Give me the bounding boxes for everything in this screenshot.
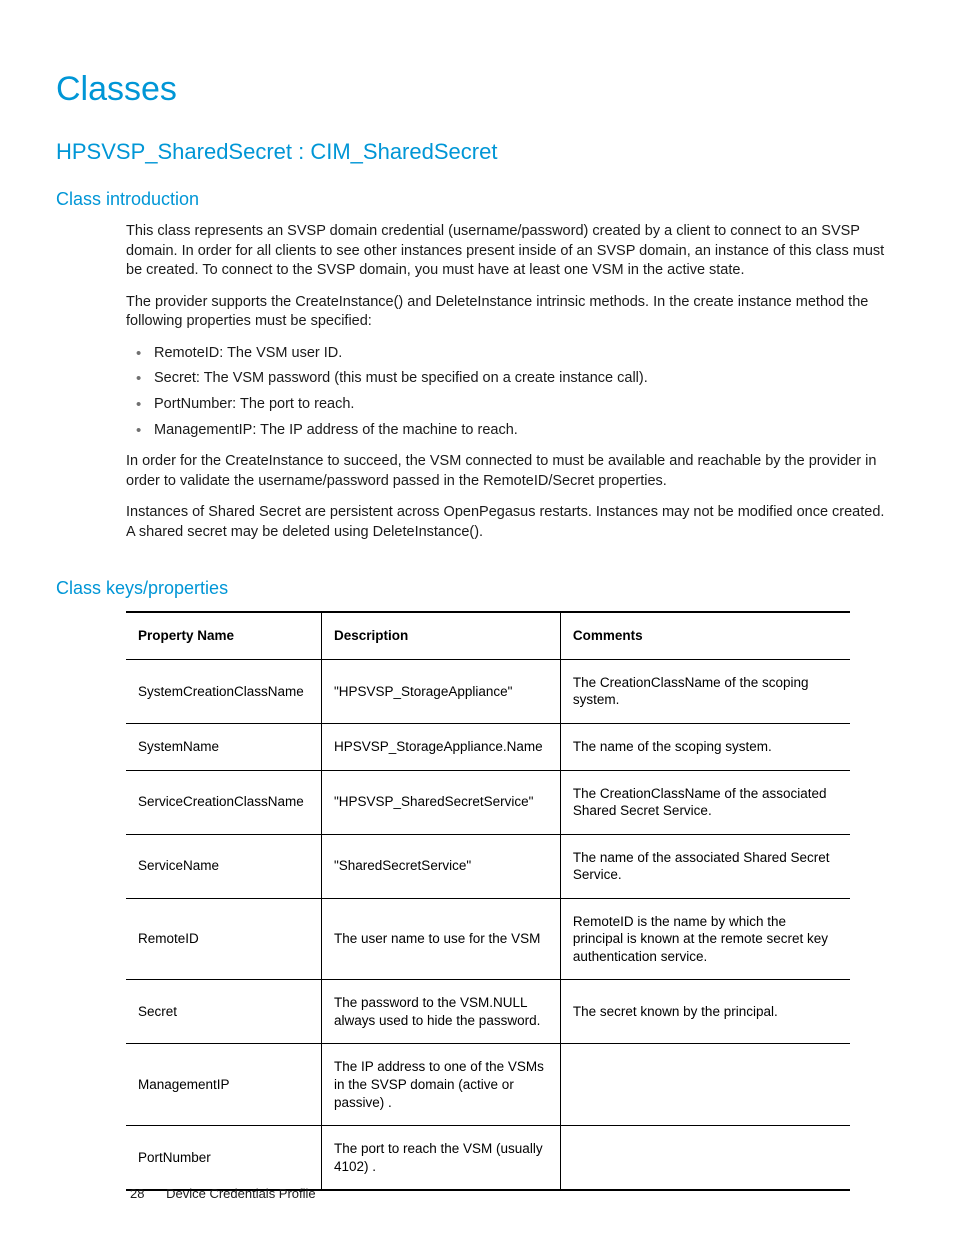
table-header-cell: Comments: [560, 612, 850, 659]
intro-body: This class represents an SVSP domain cre…: [126, 222, 888, 542]
table-cell: The port to reach the VSM (usually 4102)…: [321, 1126, 560, 1191]
properties-table-wrap: Property Name Description Comments Syste…: [126, 611, 850, 1191]
table-cell: The password to the VSM.NULL always used…: [321, 980, 560, 1044]
intro-bullet-list: RemoteID: The VSM user ID. Secret: The V…: [126, 344, 888, 440]
table-cell: The name of the scoping system.: [560, 723, 850, 770]
page-number: 28: [130, 1186, 144, 1201]
intro-paragraph: The provider supports the CreateInstance…: [126, 293, 888, 332]
table-header-row: Property Name Description Comments: [126, 612, 850, 659]
table-row: SystemCreationClassName "HPSVSP_StorageA…: [126, 659, 850, 723]
list-item: RemoteID: The VSM user ID.: [126, 344, 888, 364]
intro-paragraph: This class represents an SVSP domain cre…: [126, 222, 888, 281]
table-cell: "HPSVSP_StorageAppliance": [321, 659, 560, 723]
table-cell: The CreationClassName of the scoping sys…: [560, 659, 850, 723]
table-cell: The CreationClassName of the associated …: [560, 770, 850, 834]
table-cell: The user name to use for the VSM: [321, 898, 560, 980]
class-heading: HPSVSP_SharedSecret : CIM_SharedSecret: [56, 139, 898, 165]
table-row: RemoteID The user name to use for the VS…: [126, 898, 850, 980]
table-cell: The name of the associated Shared Secret…: [560, 834, 850, 898]
page-title: Classes: [56, 70, 898, 109]
table-row: PortNumber The port to reach the VSM (us…: [126, 1126, 850, 1191]
table-cell: HPSVSP_StorageAppliance.Name: [321, 723, 560, 770]
table-cell: ServiceName: [126, 834, 321, 898]
table-cell: The secret known by the principal.: [560, 980, 850, 1044]
table-cell: The IP address to one of the VSMs in the…: [321, 1044, 560, 1126]
table-cell: [560, 1044, 850, 1126]
intro-paragraph: Instances of Shared Secret are persisten…: [126, 503, 888, 542]
table-row: Secret The password to the VSM.NULL alwa…: [126, 980, 850, 1044]
table-header-cell: Description: [321, 612, 560, 659]
table-cell: PortNumber: [126, 1126, 321, 1191]
table-row: SystemName HPSVSP_StorageAppliance.Name …: [126, 723, 850, 770]
table-cell: "HPSVSP_SharedSecretService": [321, 770, 560, 834]
document-page: Classes HPSVSP_SharedSecret : CIM_Shared…: [0, 0, 954, 1235]
table-cell: RemoteID: [126, 898, 321, 980]
table-cell: RemoteID is the name by which the princi…: [560, 898, 850, 980]
intro-subheading: Class introduction: [56, 189, 898, 210]
table-cell: ManagementIP: [126, 1044, 321, 1126]
properties-table: Property Name Description Comments Syste…: [126, 611, 850, 1191]
table-header-cell: Property Name: [126, 612, 321, 659]
table-cell: SystemCreationClassName: [126, 659, 321, 723]
table-cell: "SharedSecretService": [321, 834, 560, 898]
list-item: Secret: The VSM password (this must be s…: [126, 369, 888, 389]
table-row: ManagementIP The IP address to one of th…: [126, 1044, 850, 1126]
intro-paragraph: In order for the CreateInstance to succe…: [126, 452, 888, 491]
footer-section-label: Device Credentials Profile: [166, 1186, 316, 1201]
table-cell: ServiceCreationClassName: [126, 770, 321, 834]
table-cell: [560, 1126, 850, 1191]
list-item: ManagementIP: The IP address of the mach…: [126, 421, 888, 441]
table-row: ServiceName "SharedSecretService" The na…: [126, 834, 850, 898]
table-cell: SystemName: [126, 723, 321, 770]
table-row: ServiceCreationClassName "HPSVSP_SharedS…: [126, 770, 850, 834]
table-cell: Secret: [126, 980, 321, 1044]
list-item: PortNumber: The port to reach.: [126, 395, 888, 415]
keys-subheading: Class keys/properties: [56, 578, 898, 599]
page-footer: 28 Device Credentials Profile: [0, 1186, 954, 1201]
